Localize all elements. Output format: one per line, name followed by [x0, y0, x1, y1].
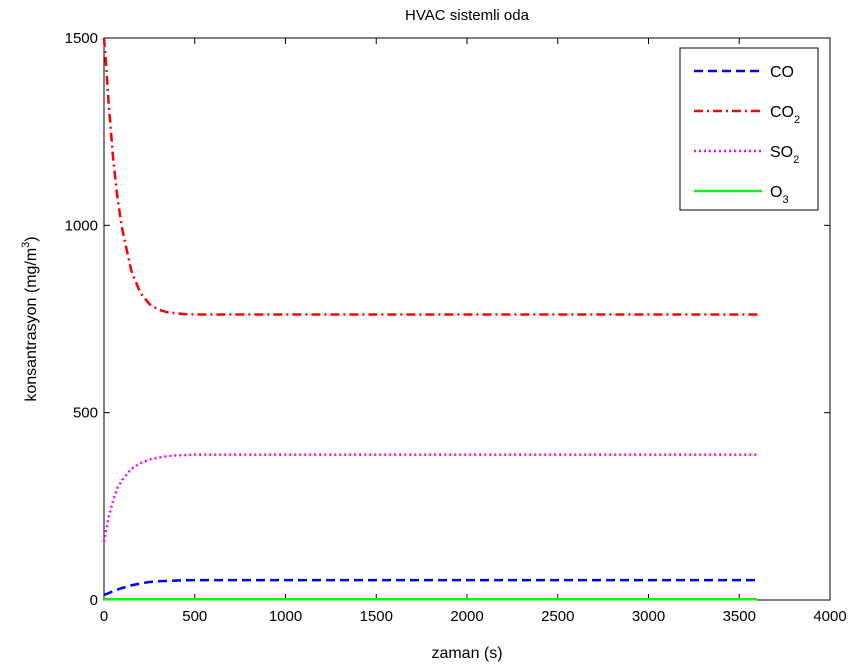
y-tick-labels: 0 500 1000 1500 [65, 30, 98, 609]
y-axis-label: konsantrasyon (mg/m3) [20, 236, 40, 401]
x-tick-labels: 0 500 1000 1500 2000 2500 3000 3500 4000 [100, 608, 847, 625]
y-axis-label-superscript: 3 [20, 242, 32, 248]
x-tick-label: 3500 [723, 608, 756, 625]
x-tick-label: 1500 [360, 608, 393, 625]
legend-label-base: SO [770, 144, 793, 161]
series-line-so2 [102, 453, 758, 543]
x-tick-label: 3000 [632, 608, 665, 625]
x-axis-label: zaman (s) [431, 645, 502, 662]
legend-label-o3: O3 [770, 184, 789, 206]
y-axis-label-tail: ) [23, 236, 40, 241]
legend-label-co: CO [770, 64, 794, 81]
legend-label-base: O [770, 184, 782, 201]
legend-label-subscript: 2 [794, 114, 800, 126]
x-tick-label: 4000 [813, 608, 846, 625]
legend-label-subscript: 3 [782, 194, 788, 206]
chart-title: HVAC sistemli oda [405, 7, 530, 24]
legend-label-base: CO [770, 64, 794, 81]
legend-label-subscript: 2 [793, 154, 799, 166]
y-tick-label: 1000 [65, 217, 98, 234]
y-tick-label: 0 [90, 592, 98, 609]
y-tick-label: 1500 [65, 30, 98, 47]
x-tick-label: 0 [100, 608, 108, 625]
legend-box [679, 47, 819, 211]
plot-lines [102, 37, 758, 601]
x-tick-label: 500 [182, 608, 207, 625]
x-tick-label: 2000 [450, 608, 483, 625]
y-tick-label: 500 [73, 405, 98, 422]
legend-label-co2: CO2 [770, 104, 800, 126]
y-axis-label-base: konsantrasyon (mg/m [23, 248, 40, 402]
legend-label-so2: SO2 [770, 144, 799, 166]
x-tick-label: 2500 [541, 608, 574, 625]
series-line-co2 [102, 37, 758, 316]
legend-label-base: CO [770, 104, 794, 121]
x-tick-label: 1000 [269, 608, 302, 625]
